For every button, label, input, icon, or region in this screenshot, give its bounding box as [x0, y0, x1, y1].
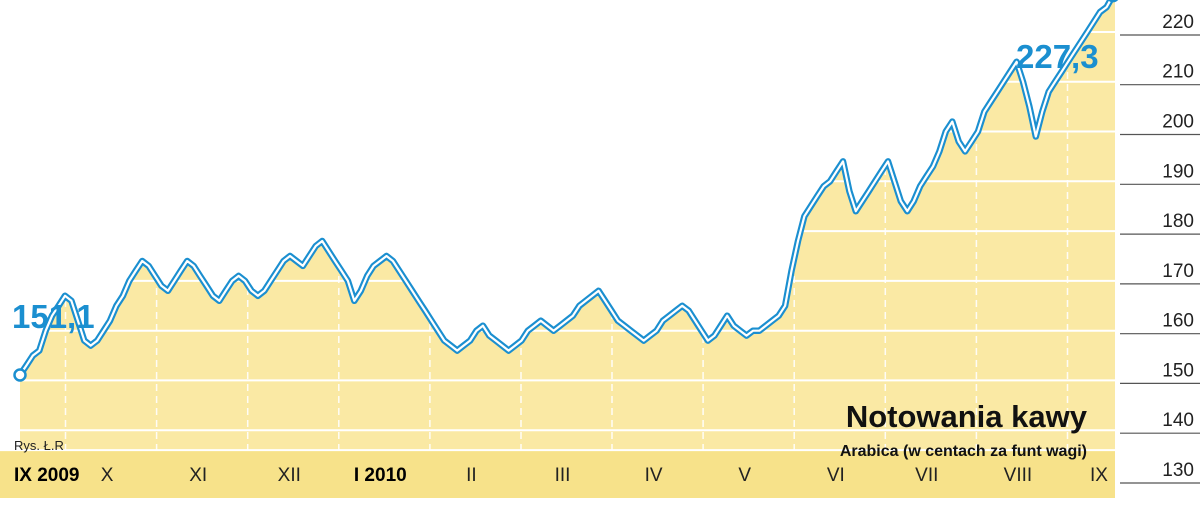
month-label: II [466, 465, 477, 486]
line-layer [13, 0, 1119, 382]
y-tick-label: 200 [1162, 112, 1194, 133]
y-tick-label: 190 [1162, 161, 1194, 182]
y-tick-label: 130 [1162, 460, 1194, 481]
end-point-marker [1107, 0, 1119, 3]
start-point-marker [13, 368, 27, 382]
end-value-label: 227,3 [1016, 38, 1099, 75]
month-label: I 2010 [354, 465, 407, 486]
y-tick-label: 170 [1162, 261, 1194, 282]
area-layer [20, 0, 1115, 480]
month-label: XI [189, 465, 207, 486]
month-label: III [555, 465, 571, 486]
month-label: V [738, 465, 751, 486]
month-label: VII [915, 465, 938, 486]
price-area [20, 0, 1115, 480]
price-line [18, 0, 1112, 377]
y-tick-label: 150 [1162, 360, 1194, 381]
month-band [0, 450, 1115, 498]
y-tick-label: 160 [1162, 311, 1194, 332]
axis-layer: 130 140 150 160 170 180 190 200 210 220 [1120, 12, 1200, 484]
y-tick-label: 180 [1162, 211, 1194, 232]
month-label: IV [645, 465, 663, 486]
month-layer: IX 2009 X XI XII I 2010 II III IV V VI VII VIII IX [0, 449, 1115, 498]
month-label: VI [827, 465, 845, 486]
month-label: IX [1090, 465, 1108, 486]
y-tick-label: 210 [1162, 62, 1194, 83]
month-label: XII [278, 465, 301, 486]
chart-subtitle: Arabica (w centach za funt wagi) [840, 443, 1087, 460]
month-label: IX 2009 [14, 465, 80, 486]
chart-credit: Rys. Ł.R [14, 438, 64, 453]
month-label: X [101, 465, 114, 486]
month-label: VIII [1004, 465, 1033, 486]
y-tick-label: 220 [1162, 12, 1194, 33]
y-tick-label: 140 [1162, 410, 1194, 431]
start-value-label: 151,1 [12, 298, 95, 335]
chart-title: Notowania kawy [846, 399, 1088, 434]
